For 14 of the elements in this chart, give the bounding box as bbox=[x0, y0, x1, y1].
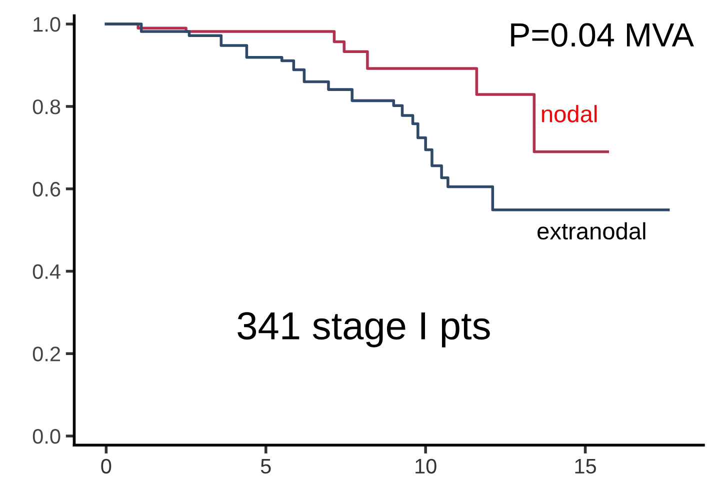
annotation: 341 stage I pts bbox=[238, 312, 490, 348]
series-label: nodal bbox=[542, 105, 597, 122]
x-tick-label: 0 bbox=[101, 458, 112, 474]
y-tick-label: 0.4 bbox=[32, 264, 60, 279]
series-label: extranodal bbox=[538, 222, 646, 240]
y-tick-label: 0.2 bbox=[32, 346, 60, 362]
x-tick-label: 10 bbox=[416, 458, 436, 474]
y-tick-label: 1.0 bbox=[34, 17, 60, 32]
x-tick-label: 5 bbox=[260, 459, 271, 474]
y-tick-label: 0.0 bbox=[32, 429, 60, 444]
x-tick-label: 15 bbox=[575, 459, 596, 474]
y-tick-label: 0.6 bbox=[32, 182, 60, 197]
annotation: P=0.04 MVA bbox=[511, 23, 694, 47]
y-tick-label: 0.8 bbox=[32, 99, 60, 114]
